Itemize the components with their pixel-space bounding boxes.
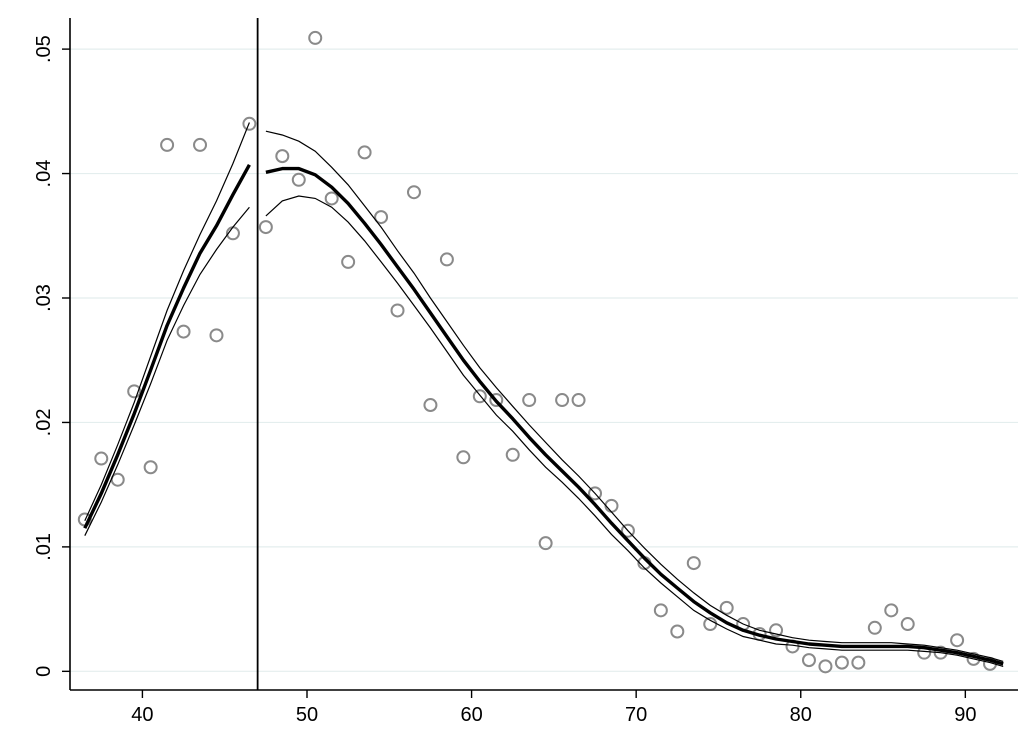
data-point-10 — [242, 116, 257, 131]
data-point-29 — [555, 393, 570, 408]
ci-upper-line-right — [265, 130, 1004, 662]
data-point-17 — [357, 145, 372, 160]
data-point-4 — [143, 460, 158, 475]
data-point-50 — [900, 617, 915, 632]
fit-line-right — [265, 166, 1004, 666]
data-point-39 — [719, 600, 734, 615]
data-point-21 — [423, 398, 438, 413]
data-point-19 — [390, 303, 405, 318]
data-point-11 — [258, 220, 273, 235]
data-point-32 — [604, 498, 619, 513]
y-tick-label-1: .01 — [33, 533, 55, 561]
data-point-12 — [275, 149, 290, 164]
data-point-35 — [653, 603, 668, 618]
data-point-30 — [571, 393, 586, 408]
data-point-37 — [686, 556, 701, 571]
data-point-13 — [291, 172, 306, 187]
x-tick-label-4: 80 — [790, 704, 812, 726]
data-point-18 — [374, 210, 389, 225]
data-point-31 — [588, 486, 603, 501]
fit-lines — [83, 18, 1004, 690]
data-point-42 — [769, 623, 784, 638]
y-tick-label-4: .04 — [33, 160, 55, 188]
gridlines — [70, 48, 1018, 672]
data-point-8 — [209, 328, 224, 343]
x-tick-label-2: 60 — [460, 704, 482, 726]
data-point-46 — [834, 655, 849, 670]
data-point-36 — [670, 624, 685, 639]
data-point-1 — [94, 451, 109, 466]
data-point-7 — [193, 137, 208, 152]
y-tick-label-0: 0 — [33, 666, 55, 677]
data-point-28 — [538, 536, 553, 551]
data-point-6 — [176, 324, 191, 339]
tick-labels: 0 .01 .02 .03 .04 .05 40 50 60 70 80 90 — [33, 35, 976, 726]
scatter-points — [77, 30, 998, 674]
data-point-24 — [472, 389, 487, 404]
x-tick-label-0: 40 — [131, 704, 153, 726]
data-point-25 — [489, 393, 504, 408]
data-point-14 — [308, 30, 323, 45]
data-point-22 — [439, 252, 454, 267]
data-point-47 — [851, 655, 866, 670]
data-point-48 — [867, 620, 882, 635]
data-point-16 — [341, 254, 356, 269]
data-point-49 — [884, 603, 899, 618]
x-tick-label-5: 90 — [954, 704, 976, 726]
data-point-15 — [324, 191, 339, 206]
axes — [62, 18, 1018, 698]
y-tick-label-5: .05 — [33, 35, 55, 63]
data-point-20 — [406, 185, 421, 200]
ci-lower-line-right — [265, 195, 1004, 667]
data-point-5 — [160, 137, 175, 152]
data-point-27 — [522, 393, 537, 408]
data-point-33 — [620, 523, 635, 538]
ci-upper-line-left — [84, 122, 250, 522]
data-point-44 — [801, 653, 816, 668]
x-tick-label-1: 50 — [296, 704, 318, 726]
data-point-23 — [456, 450, 471, 465]
data-point-53 — [950, 633, 965, 648]
ci-lower-line-left — [84, 206, 250, 536]
data-point-26 — [505, 447, 520, 462]
data-point-3 — [127, 384, 142, 399]
fit-line-left — [83, 163, 251, 529]
y-tick-label-3: .03 — [33, 284, 55, 312]
data-point-45 — [818, 659, 833, 674]
y-tick-label-2: .02 — [33, 409, 55, 437]
x-tick-label-3: 70 — [625, 704, 647, 726]
